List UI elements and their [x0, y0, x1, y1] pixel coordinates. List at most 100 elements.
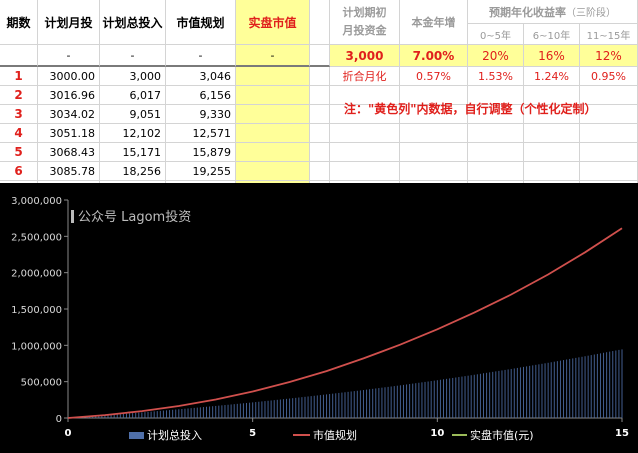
spacer-cell [310, 0, 330, 45]
row-actual-value[interactable] [236, 67, 310, 86]
grid-cell [400, 143, 468, 162]
header-monthly: 计划月投 [38, 0, 100, 45]
param-initial-capital[interactable]: 3,000 [330, 45, 400, 67]
header-actual-value: 实盘市值 [236, 0, 310, 45]
row-monthly: 3000.00 [38, 67, 100, 86]
header-value-plan: 市值规划 [166, 0, 236, 45]
watermark-bar [71, 210, 74, 223]
stage-label-1: 0~5年 [468, 24, 524, 45]
y-tick-label: 1,000,000 [11, 341, 62, 352]
legend-total: 计划总投入 [147, 428, 202, 442]
header-initial-capital-line2: 月投资金 [342, 24, 387, 37]
grid-cell [524, 143, 580, 162]
legend-swatch-total [129, 432, 144, 439]
row-period: 6 [0, 162, 38, 181]
chart-svg: 0 500,000 1,000,000 1,500,000 2,000,000 2,500… [11, 196, 629, 442]
header-expected-return: 预期年化收益率 （三阶段） [468, 0, 638, 24]
watermark: 公众号 Lagom投资 [78, 209, 191, 225]
stage-label-2: 6~10年 [524, 24, 580, 45]
row-value: 3,046 [166, 67, 236, 86]
row-actual-value[interactable] [236, 143, 310, 162]
grid-cell [330, 162, 400, 181]
grid-cell [468, 162, 524, 181]
param-return-1[interactable]: 20% [468, 45, 524, 67]
row-monthly: 3051.18 [38, 124, 100, 143]
grid-cell [400, 86, 468, 105]
legend-actual: 实盘市值(元) [470, 428, 534, 442]
grid-cell [580, 162, 638, 181]
grid-cell [330, 86, 400, 105]
spacer-cell [310, 105, 330, 124]
row-actual-value[interactable] [236, 86, 310, 105]
grid-cell [524, 105, 580, 124]
row-value: 6,156 [166, 86, 236, 105]
row-period: 4 [0, 124, 38, 143]
spacer-cell [310, 67, 330, 86]
row-value: 9,330 [166, 105, 236, 124]
x-tick-label: 15 [615, 428, 629, 439]
grid-cell [468, 124, 524, 143]
y-tick-label: 0 [56, 414, 62, 425]
y-tick-label: 2,000,000 [11, 269, 62, 280]
growth-chart: 0 500,000 1,000,000 1,500,000 2,000,000 2,500… [0, 183, 638, 453]
grid-cell [330, 124, 400, 143]
header-initial-capital: 计划期初 月投资金 [330, 0, 400, 45]
row-total: 15,171 [100, 143, 166, 162]
dash-actual[interactable]: - [236, 45, 310, 67]
dash-value: - [166, 45, 236, 67]
monthly-growth: 0.57% [400, 67, 468, 86]
row-total: 18,256 [100, 162, 166, 181]
row-monthly: 3016.96 [38, 86, 100, 105]
grid-cell [468, 86, 524, 105]
header-period: 期数 [0, 0, 38, 45]
row-actual-value[interactable] [236, 105, 310, 124]
dash-monthly: - [38, 45, 100, 67]
monthly-label: 折合月化 [330, 67, 400, 86]
y-tick-label: 1,500,000 [11, 305, 62, 316]
header-expected-return-suffix: （三阶段） [566, 8, 616, 19]
row-period: 2 [0, 86, 38, 105]
row-period: 3 [0, 105, 38, 124]
spacer-cell [310, 86, 330, 105]
param-annual-growth[interactable]: 7.00% [400, 45, 468, 67]
row-period: 5 [0, 143, 38, 162]
y-tick-label: 3,000,000 [11, 196, 62, 207]
spreadsheet: 期数 计划月投 计划总投入 市值规划 实盘市值 计划期初 月投资金 本金年增 预… [0, 0, 638, 200]
row-value: 15,879 [166, 143, 236, 162]
dash-total: - [100, 45, 166, 67]
grid-cell [330, 143, 400, 162]
value-plan-line [67, 227, 623, 419]
row-total: 6,017 [100, 86, 166, 105]
row-actual-value[interactable] [236, 162, 310, 181]
row-total: 3,000 [100, 67, 166, 86]
legend-value: 市值规划 [313, 428, 357, 442]
x-tick-label: 10 [430, 428, 444, 439]
grid-cell [330, 105, 400, 124]
monthly-return-3: 0.95% [580, 67, 638, 86]
grid-cell [468, 105, 524, 124]
grid-cell [400, 162, 468, 181]
y-tick-label: 500,000 [21, 378, 62, 389]
row-monthly: 3068.43 [38, 143, 100, 162]
grid-cell [524, 124, 580, 143]
grid-cell [468, 143, 524, 162]
param-return-3[interactable]: 12% [580, 45, 638, 67]
row-actual-value[interactable] [236, 124, 310, 143]
row-total: 9,051 [100, 105, 166, 124]
header-total-invest: 计划总投入 [100, 0, 166, 45]
grid-cell [580, 124, 638, 143]
grid-cell [580, 143, 638, 162]
spacer-cell [310, 162, 330, 181]
grid-cell [524, 86, 580, 105]
spacer-cell [310, 143, 330, 162]
row-monthly: 3085.78 [38, 162, 100, 181]
spacer-cell [310, 45, 330, 67]
param-return-2[interactable]: 16% [524, 45, 580, 67]
row-period: 1 [0, 67, 38, 86]
row-total: 12,102 [100, 124, 166, 143]
grid-cell [400, 124, 468, 143]
monthly-return-1: 1.53% [468, 67, 524, 86]
row-value: 19,255 [166, 162, 236, 181]
grid-cell [400, 105, 468, 124]
row-value: 12,571 [166, 124, 236, 143]
